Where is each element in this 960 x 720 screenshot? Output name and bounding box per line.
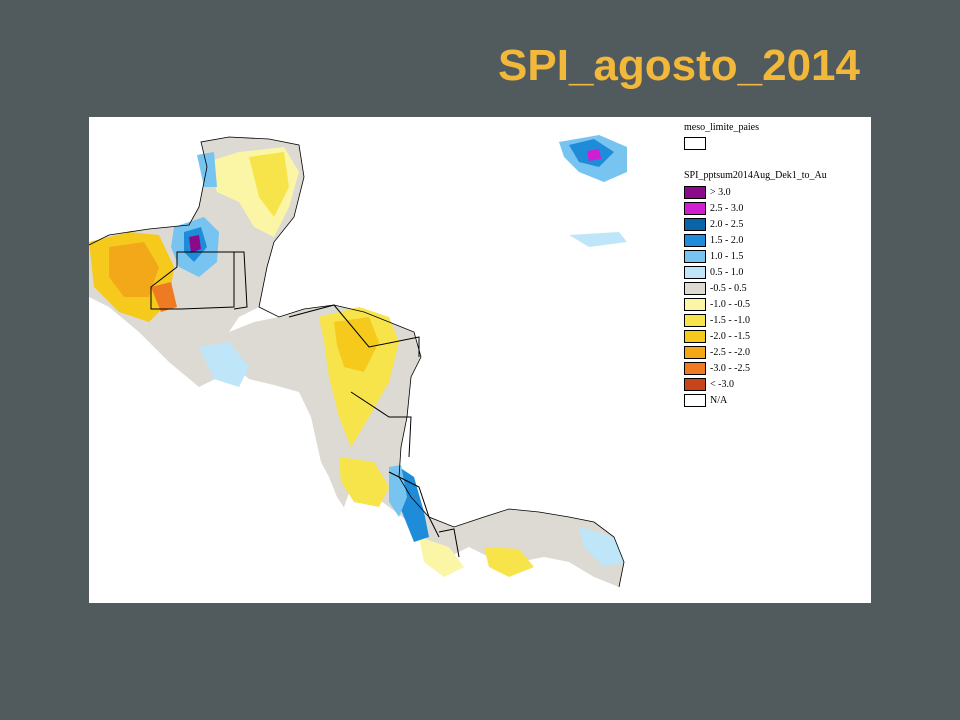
coastline (89, 136, 625, 588)
wet-area-yucatan-west (197, 152, 217, 187)
legend-swatch (684, 186, 706, 199)
wet-area-islands (569, 232, 627, 247)
legend-swatch (684, 282, 706, 295)
legend-class-label: 1.5 - 2.0 (710, 235, 744, 246)
dry-area-yucatan-core (249, 152, 289, 217)
legend-class-label: 2.0 - 2.5 (710, 219, 744, 230)
border-guatemala (150, 251, 235, 310)
border-honduras (288, 304, 420, 357)
legend-class-label: 2.5 - 3.0 (710, 203, 744, 214)
legend-class-label: -1.0 - -0.5 (710, 299, 750, 310)
dry-area-costa-rica (419, 537, 464, 577)
wet-area-cuba-peak (587, 149, 601, 161)
border-nicaragua (350, 391, 412, 458)
legend-class-label: -1.5 - -1.0 (710, 315, 750, 326)
slide-title: SPI_agosto_2014 (498, 41, 860, 90)
legend-swatch (684, 346, 706, 359)
spi-map (89, 135, 627, 588)
legend-class-label: -3.0 - -2.5 (710, 363, 750, 374)
legend-class-label: -2.0 - -1.5 (710, 331, 750, 342)
legend-swatch (684, 378, 706, 391)
border-costa-rica (388, 471, 440, 538)
dry-area-honduras-core (334, 317, 379, 372)
dry-area-panama (484, 547, 534, 577)
legend-swatch (684, 234, 706, 247)
wet-area-coast (199, 342, 249, 387)
legend-swatch (684, 202, 706, 215)
legend-class-label: 1.0 - 1.5 (710, 251, 744, 262)
legend-class-label: N/A (710, 395, 728, 406)
border-belize (233, 251, 248, 310)
map-legend: meso_limite_paies SPI_pptsum2014Aug_Dek1… (683, 117, 871, 603)
legend-swatch (684, 330, 706, 343)
legend-layer2-title: SPI_pptsum2014Aug_Dek1_to_Au (684, 170, 827, 181)
wet-area-caribbean-cr-edge (389, 465, 407, 517)
legend-swatch (684, 298, 706, 311)
legend-swatch (684, 218, 706, 231)
legend-class-label: < -3.0 (710, 379, 734, 390)
land-central-america (229, 305, 624, 587)
legend-class-label: -0.5 - 0.5 (710, 283, 747, 294)
dry-area-nicaragua (339, 457, 389, 507)
legend-layer1-swatch (684, 137, 706, 150)
legend-class-label: 0.5 - 1.0 (710, 267, 744, 278)
legend-swatch (684, 362, 706, 375)
map-frame: meso_limite_paies SPI_pptsum2014Aug_Dek1… (89, 117, 871, 603)
legend-layer1-title: meso_limite_paies (684, 122, 759, 133)
legend-swatch (684, 266, 706, 279)
wet-area-peten-peak (189, 235, 201, 253)
legend-swatch (684, 314, 706, 327)
wet-area-panama-east (579, 527, 624, 567)
legend-swatch (684, 250, 706, 263)
legend-swatch (684, 394, 706, 407)
legend-class-label: -2.5 - -2.0 (710, 347, 750, 358)
very-dry-west (151, 282, 177, 312)
dry-area-west-core (109, 242, 159, 297)
border-panama (438, 528, 460, 558)
legend-class-label: > 3.0 (710, 187, 731, 198)
